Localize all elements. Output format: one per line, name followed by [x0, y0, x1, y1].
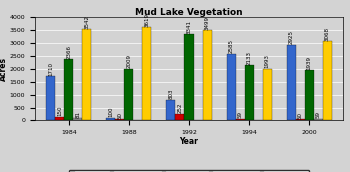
- Text: 81: 81: [75, 111, 80, 118]
- Bar: [287, 45, 296, 120]
- Text: 3341: 3341: [187, 20, 191, 34]
- Bar: [64, 59, 73, 120]
- Text: 252: 252: [177, 103, 182, 113]
- Text: 59: 59: [316, 111, 321, 118]
- Text: 803: 803: [168, 89, 174, 99]
- Title: Mud Lake Vegetation: Mud Lake Vegetation: [135, 8, 243, 17]
- Text: 2925: 2925: [289, 30, 294, 44]
- Text: 2366: 2366: [66, 45, 71, 59]
- Bar: [142, 27, 152, 120]
- Text: 3619: 3619: [145, 13, 149, 26]
- Bar: [314, 119, 323, 120]
- Text: 150: 150: [57, 105, 62, 116]
- Bar: [184, 34, 194, 120]
- Bar: [296, 119, 305, 120]
- X-axis label: Year: Year: [180, 137, 198, 146]
- Bar: [175, 114, 184, 120]
- Bar: [116, 119, 124, 120]
- Text: 3499: 3499: [204, 16, 210, 30]
- Text: 2585: 2585: [229, 39, 233, 53]
- Text: 1939: 1939: [307, 56, 312, 70]
- Text: 50: 50: [298, 112, 303, 119]
- Bar: [245, 65, 254, 120]
- Bar: [262, 69, 272, 120]
- Text: 2009: 2009: [126, 54, 131, 68]
- Text: 59: 59: [238, 111, 243, 118]
- Bar: [73, 118, 82, 120]
- Bar: [305, 70, 314, 120]
- Bar: [236, 119, 245, 120]
- Legend: Open Water, Submerged Veg., Emergent Veg., Exposed Bottom, Upland Grasses: Open Water, Submerged Veg., Emergent Veg…: [69, 170, 309, 172]
- Bar: [203, 30, 211, 120]
- Bar: [46, 76, 55, 120]
- Bar: [124, 69, 133, 120]
- Bar: [226, 54, 236, 120]
- Text: 1710: 1710: [48, 62, 53, 76]
- Text: 3068: 3068: [325, 27, 330, 41]
- Bar: [323, 41, 332, 120]
- Text: 2133: 2133: [247, 51, 252, 65]
- Bar: [55, 117, 64, 120]
- Bar: [82, 29, 91, 120]
- Bar: [106, 118, 116, 120]
- Y-axis label: Acres: Acres: [0, 57, 8, 81]
- Text: 100: 100: [108, 107, 113, 117]
- Text: 50: 50: [117, 112, 122, 119]
- Bar: [167, 100, 175, 120]
- Text: 1993: 1993: [265, 55, 270, 68]
- Text: 3542: 3542: [84, 14, 89, 29]
